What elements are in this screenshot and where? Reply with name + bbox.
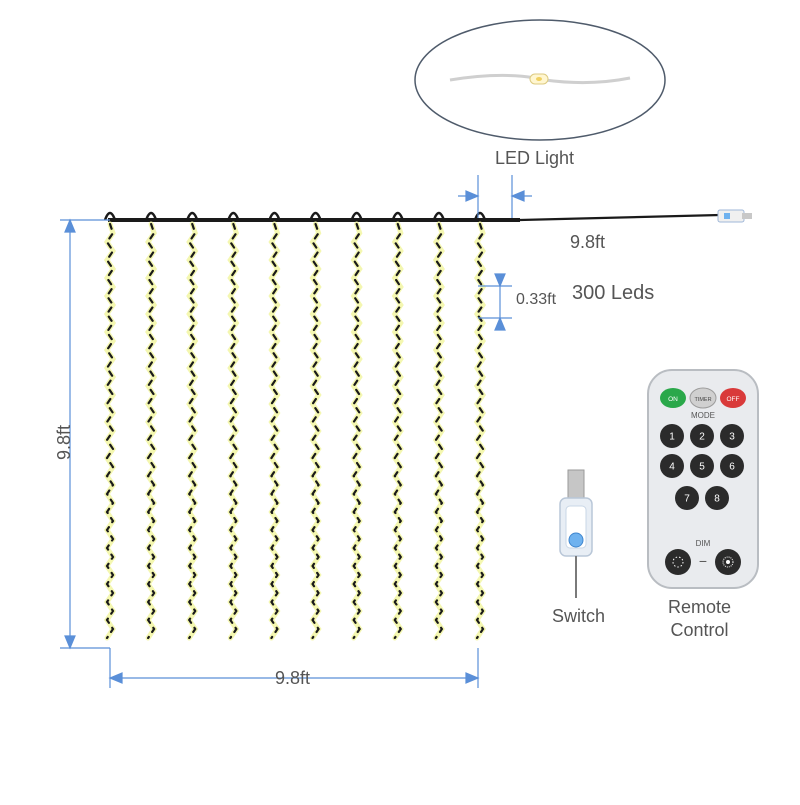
curtain-string-lights <box>105 213 485 638</box>
remote-off-label: OFF <box>727 396 740 403</box>
svg-text:−: − <box>699 553 707 569</box>
remote-label: RemoteControl <box>668 596 731 641</box>
cable-length-label: 9.8ft <box>570 232 605 253</box>
switch-label: Switch <box>552 606 605 627</box>
width-label: 9.8ft <box>275 668 310 689</box>
remote-control: ON TIMER OFF MODE 12345678 DIM − + <box>648 370 758 588</box>
remote-timer-label: TIMER <box>694 397 711 403</box>
svg-text:5: 5 <box>699 462 705 473</box>
spacing-label: 0.33ft <box>516 291 556 309</box>
svg-text:7: 7 <box>684 494 690 505</box>
usb-switch <box>560 470 592 598</box>
height-label: 9.8ft <box>54 425 75 460</box>
svg-text:6: 6 <box>729 462 735 473</box>
svg-text:1: 1 <box>669 432 675 443</box>
dimension-cable <box>458 175 532 218</box>
main-cable <box>108 210 752 222</box>
svg-text:3: 3 <box>729 432 735 443</box>
remote-on-label: ON <box>668 396 678 403</box>
svg-text:2: 2 <box>699 432 705 443</box>
remote-dim-label: DIM <box>696 539 711 548</box>
led-count-label: 300 Leds <box>572 282 654 305</box>
svg-text:8: 8 <box>714 494 720 505</box>
svg-text:4: 4 <box>669 462 675 473</box>
remote-mode-label: MODE <box>691 411 715 420</box>
product-diagram: ON TIMER OFF MODE 12345678 DIM − + - - <box>0 0 800 800</box>
led-light-label: LED Light <box>495 148 574 169</box>
led-callout <box>415 20 665 140</box>
